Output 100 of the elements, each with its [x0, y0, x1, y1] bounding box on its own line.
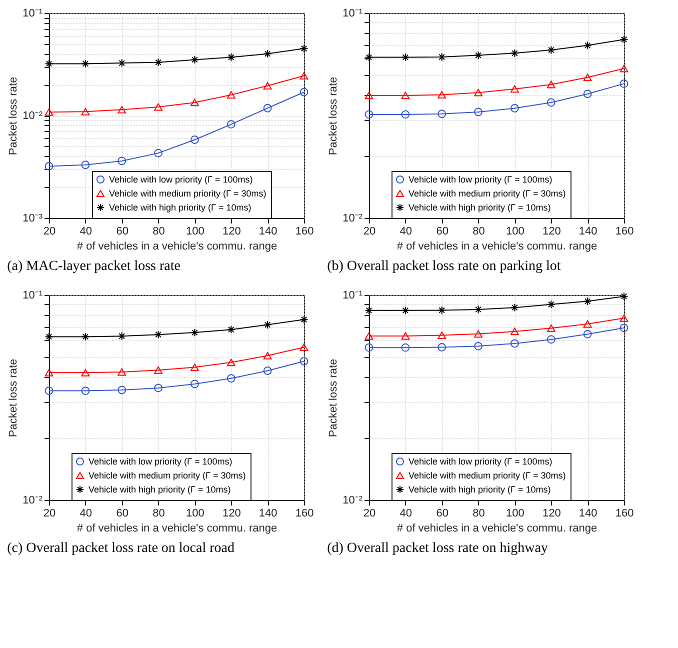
y-tick-label: 10⁻² — [22, 494, 43, 506]
point — [154, 103, 162, 111]
point — [620, 64, 628, 72]
point — [263, 82, 272, 90]
point — [190, 364, 199, 371]
x-tick-label: 100 — [186, 508, 204, 520]
point — [44, 60, 54, 68]
point — [583, 320, 592, 328]
point — [474, 108, 482, 116]
point — [620, 79, 628, 88]
point — [401, 110, 410, 119]
x-axis-title: # of vehicles in a vehicle's commu. range — [396, 522, 598, 534]
x-tick-label: 40 — [80, 508, 92, 520]
point — [510, 328, 519, 336]
point — [81, 368, 90, 376]
point — [118, 386, 126, 394]
point — [401, 92, 410, 100]
point — [154, 366, 162, 374]
point — [510, 48, 519, 58]
point — [81, 60, 90, 68]
x-tick-label: 20 — [363, 226, 376, 238]
x-tick-label: 20 — [363, 508, 376, 520]
x-axis-title: # of vehicles in a vehicle's commu. range — [76, 522, 278, 534]
point — [438, 91, 446, 99]
point — [154, 58, 162, 67]
point — [583, 330, 592, 338]
x-tick-label: 100 — [186, 226, 204, 238]
point — [300, 88, 308, 96]
point — [474, 88, 482, 96]
point — [44, 162, 54, 170]
x-tick-label: 100 — [506, 508, 524, 520]
point — [510, 339, 519, 348]
x-tick-label: 100 — [506, 226, 524, 238]
legend-label: Vehicle with low priority (Γ = 100ms) — [88, 456, 232, 466]
point — [510, 303, 519, 312]
point — [118, 332, 126, 340]
point — [81, 160, 90, 170]
point — [300, 315, 308, 324]
y-tick-label: 10⁻¹ — [22, 290, 43, 302]
text: (d) Overall packet loss rate on highway — [327, 541, 548, 556]
y-tick-label: 10⁻² — [22, 110, 43, 122]
point — [546, 98, 556, 107]
point — [364, 53, 374, 62]
point — [438, 52, 446, 62]
point — [263, 50, 272, 58]
point — [300, 344, 308, 351]
y-axis-title: Packet loss rate — [8, 76, 20, 156]
point — [263, 320, 272, 329]
point — [474, 305, 482, 314]
legend-label: Vehicle with low priority (Γ = 100ms) — [408, 174, 552, 184]
point — [583, 41, 592, 50]
y-tick-label: 10⁻³ — [22, 212, 43, 224]
x-tick-label: 80 — [152, 508, 165, 520]
point — [190, 136, 199, 144]
x-axis-title: # of vehicles in a vehicle's commu. range — [396, 240, 598, 252]
y-axis-title: Packet loss rate — [8, 358, 20, 438]
point — [364, 332, 374, 340]
legend-label: Vehicle with medium priority (Γ = 30ms) — [109, 188, 266, 198]
x-tick-label: 40 — [400, 226, 412, 238]
legend-label: Vehicle with high priority (Γ = 10ms) — [408, 484, 551, 494]
y-axis-title: Packet loss rate — [328, 76, 340, 156]
point — [226, 358, 236, 366]
x-tick-label: 80 — [152, 226, 165, 238]
point — [263, 352, 272, 360]
point — [401, 343, 410, 352]
point — [583, 297, 592, 306]
x-tick-label: 140 — [258, 508, 278, 520]
y-tick-label: 10⁻¹ — [342, 8, 363, 20]
point — [81, 108, 90, 116]
point — [583, 74, 592, 82]
point — [438, 332, 446, 339]
y-tick-label: 10⁻¹ — [342, 290, 363, 302]
legend-label: Vehicle with medium priority (Γ = 30ms) — [88, 470, 246, 480]
point — [44, 368, 54, 376]
x-tick-label: 60 — [116, 226, 128, 238]
point — [364, 110, 374, 119]
point — [226, 374, 236, 383]
legend-label: Vehicle with high priority (Γ = 10ms) — [88, 484, 231, 494]
x-tick-label: 80 — [472, 508, 485, 520]
x-tick-label: 160 — [615, 508, 634, 520]
point — [118, 368, 126, 376]
point — [300, 357, 308, 366]
x-tick-label: 20 — [43, 226, 56, 238]
legend-label: Vehicle with high priority (Γ = 10ms) — [408, 202, 551, 212]
point — [364, 343, 374, 352]
point — [226, 325, 236, 334]
x-tick-label: 140 — [578, 508, 598, 520]
point — [263, 104, 272, 112]
x-tick-label: 120 — [542, 508, 561, 520]
text: (b) Overall packet loss rate on parking lot — [327, 259, 561, 274]
point — [546, 80, 556, 88]
x-tick-label: 160 — [615, 226, 634, 238]
point — [44, 386, 54, 395]
point — [583, 90, 592, 98]
legend-label: Vehicle with medium priority (Γ = 30ms) — [408, 470, 566, 480]
point — [364, 306, 374, 315]
point — [510, 85, 519, 93]
y-tick-label: 10⁻¹ — [22, 8, 43, 20]
point — [44, 108, 54, 116]
point — [190, 98, 199, 106]
